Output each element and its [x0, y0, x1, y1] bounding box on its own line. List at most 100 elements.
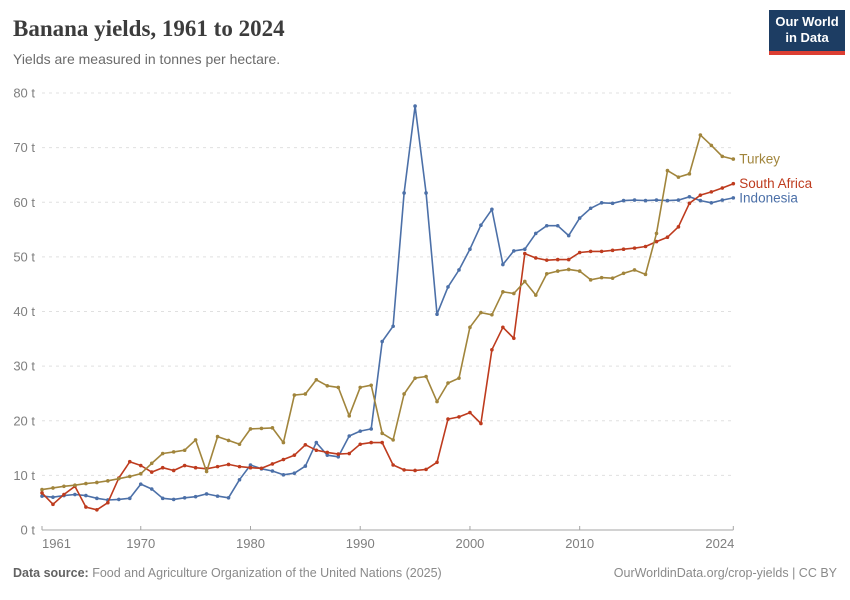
- data-point-south-africa: [424, 467, 428, 472]
- data-point-indonesia: [512, 249, 516, 253]
- data-point-south-africa: [501, 325, 505, 330]
- data-point-south-africa: [544, 258, 549, 262]
- data-point-turkey: [413, 376, 417, 380]
- data-point-south-africa: [347, 451, 352, 456]
- data-point-turkey: [720, 154, 725, 159]
- data-point-indonesia: [632, 198, 637, 202]
- data-point-turkey: [577, 269, 582, 273]
- data-point-indonesia: [292, 471, 297, 475]
- data-point-indonesia: [95, 496, 99, 501]
- legend-label-south-africa[interactable]: South Africa: [739, 176, 812, 191]
- data-point-turkey: [676, 175, 681, 179]
- data-point-turkey: [446, 381, 450, 385]
- data-point-indonesia: [281, 473, 286, 477]
- data-point-turkey: [270, 426, 275, 430]
- data-point-indonesia: [325, 453, 330, 457]
- data-point-south-africa: [51, 502, 55, 507]
- data-point-turkey: [533, 293, 538, 297]
- data-point-turkey: [95, 480, 99, 485]
- data-point-indonesia: [643, 198, 648, 203]
- x-tick-label: 2010: [565, 536, 594, 551]
- data-point-turkey: [369, 383, 373, 388]
- credit-link[interactable]: OurWorldinData.org/crop-yields | CC BY: [613, 566, 837, 580]
- data-point-indonesia: [226, 495, 231, 500]
- data-point-indonesia: [435, 312, 439, 317]
- data-point-turkey: [51, 486, 55, 490]
- data-point-indonesia: [424, 191, 428, 195]
- data-point-indonesia: [369, 427, 373, 431]
- chart-subtitle: Yields are measured in tonnes per hectar…: [13, 51, 281, 67]
- data-point-indonesia: [709, 200, 714, 205]
- data-point-south-africa: [314, 448, 319, 453]
- y-tick-label: 60 t: [13, 195, 35, 210]
- data-point-south-africa: [281, 457, 286, 462]
- data-point-indonesia: [577, 216, 582, 220]
- data-point-turkey: [117, 476, 121, 481]
- data-point-south-africa: [555, 257, 560, 262]
- data-point-indonesia: [358, 429, 363, 433]
- data-point-south-africa: [577, 250, 582, 255]
- data-point-turkey: [281, 440, 286, 445]
- data-point-indonesia: [127, 496, 132, 501]
- data-point-south-africa: [665, 235, 670, 240]
- data-point-turkey: [160, 451, 165, 456]
- data-point-turkey: [610, 276, 615, 280]
- data-point-south-africa: [632, 246, 637, 250]
- data-point-south-africa: [446, 417, 450, 421]
- series-line-indonesia[interactable]: [41, 105, 734, 501]
- data-point-south-africa: [84, 505, 88, 509]
- data-point-turkey: [182, 448, 187, 453]
- data-point-turkey: [325, 383, 330, 388]
- y-tick-label: 50 t: [13, 249, 35, 264]
- data-point-turkey: [621, 271, 626, 276]
- data-point-indonesia: [138, 482, 143, 486]
- data-point-turkey: [588, 278, 593, 282]
- data-point-turkey: [138, 471, 143, 476]
- data-point-indonesia: [501, 262, 505, 267]
- data-point-indonesia: [347, 434, 352, 438]
- data-point-south-africa: [237, 464, 242, 469]
- data-point-indonesia: [533, 231, 538, 236]
- data-point-indonesia: [391, 324, 395, 329]
- x-tick-label: 1961: [42, 536, 71, 551]
- data-point-south-africa: [709, 190, 714, 194]
- data-point-turkey: [171, 450, 176, 454]
- series-line-turkey[interactable]: [41, 134, 734, 491]
- owid-logo-line1: Our World: [775, 14, 839, 29]
- series-line-south-africa[interactable]: [41, 182, 734, 511]
- data-point-turkey: [632, 268, 637, 272]
- data-point-indonesia: [621, 198, 626, 203]
- legend-label-turkey[interactable]: Turkey: [739, 152, 780, 167]
- data-point-indonesia: [182, 495, 187, 500]
- data-point-turkey: [193, 438, 198, 442]
- data-point-indonesia: [303, 464, 308, 468]
- data-point-south-africa: [215, 464, 220, 469]
- data-point-south-africa: [182, 463, 187, 468]
- chart-footer: Data source: Food and Agriculture Organi…: [13, 566, 837, 580]
- data-point-south-africa: [336, 452, 341, 456]
- x-tick-label: 1970: [126, 536, 155, 551]
- data-point-south-africa: [654, 239, 659, 244]
- legend-label-indonesia[interactable]: Indonesia: [739, 190, 798, 205]
- data-point-turkey: [149, 461, 154, 466]
- data-point-turkey: [457, 376, 461, 380]
- data-point-turkey: [380, 431, 384, 436]
- data-point-turkey: [731, 157, 736, 161]
- data-point-indonesia: [248, 463, 253, 467]
- data-point-indonesia: [523, 247, 527, 252]
- data-point-indonesia: [720, 198, 725, 202]
- data-point-turkey: [259, 426, 264, 431]
- data-source-note: Data source: Food and Agriculture Organi…: [13, 566, 442, 580]
- data-point-indonesia: [193, 494, 198, 499]
- owid-logo[interactable]: Our World in Data: [769, 10, 845, 55]
- data-point-south-africa: [95, 507, 99, 512]
- data-point-indonesia: [237, 477, 242, 482]
- data-point-indonesia: [468, 247, 472, 252]
- y-tick-label: 30 t: [13, 359, 35, 374]
- data-point-south-africa: [138, 463, 143, 468]
- data-point-turkey: [215, 434, 220, 439]
- data-point-indonesia: [402, 191, 406, 195]
- y-tick-label: 80 t: [13, 86, 35, 101]
- data-point-turkey: [106, 479, 110, 483]
